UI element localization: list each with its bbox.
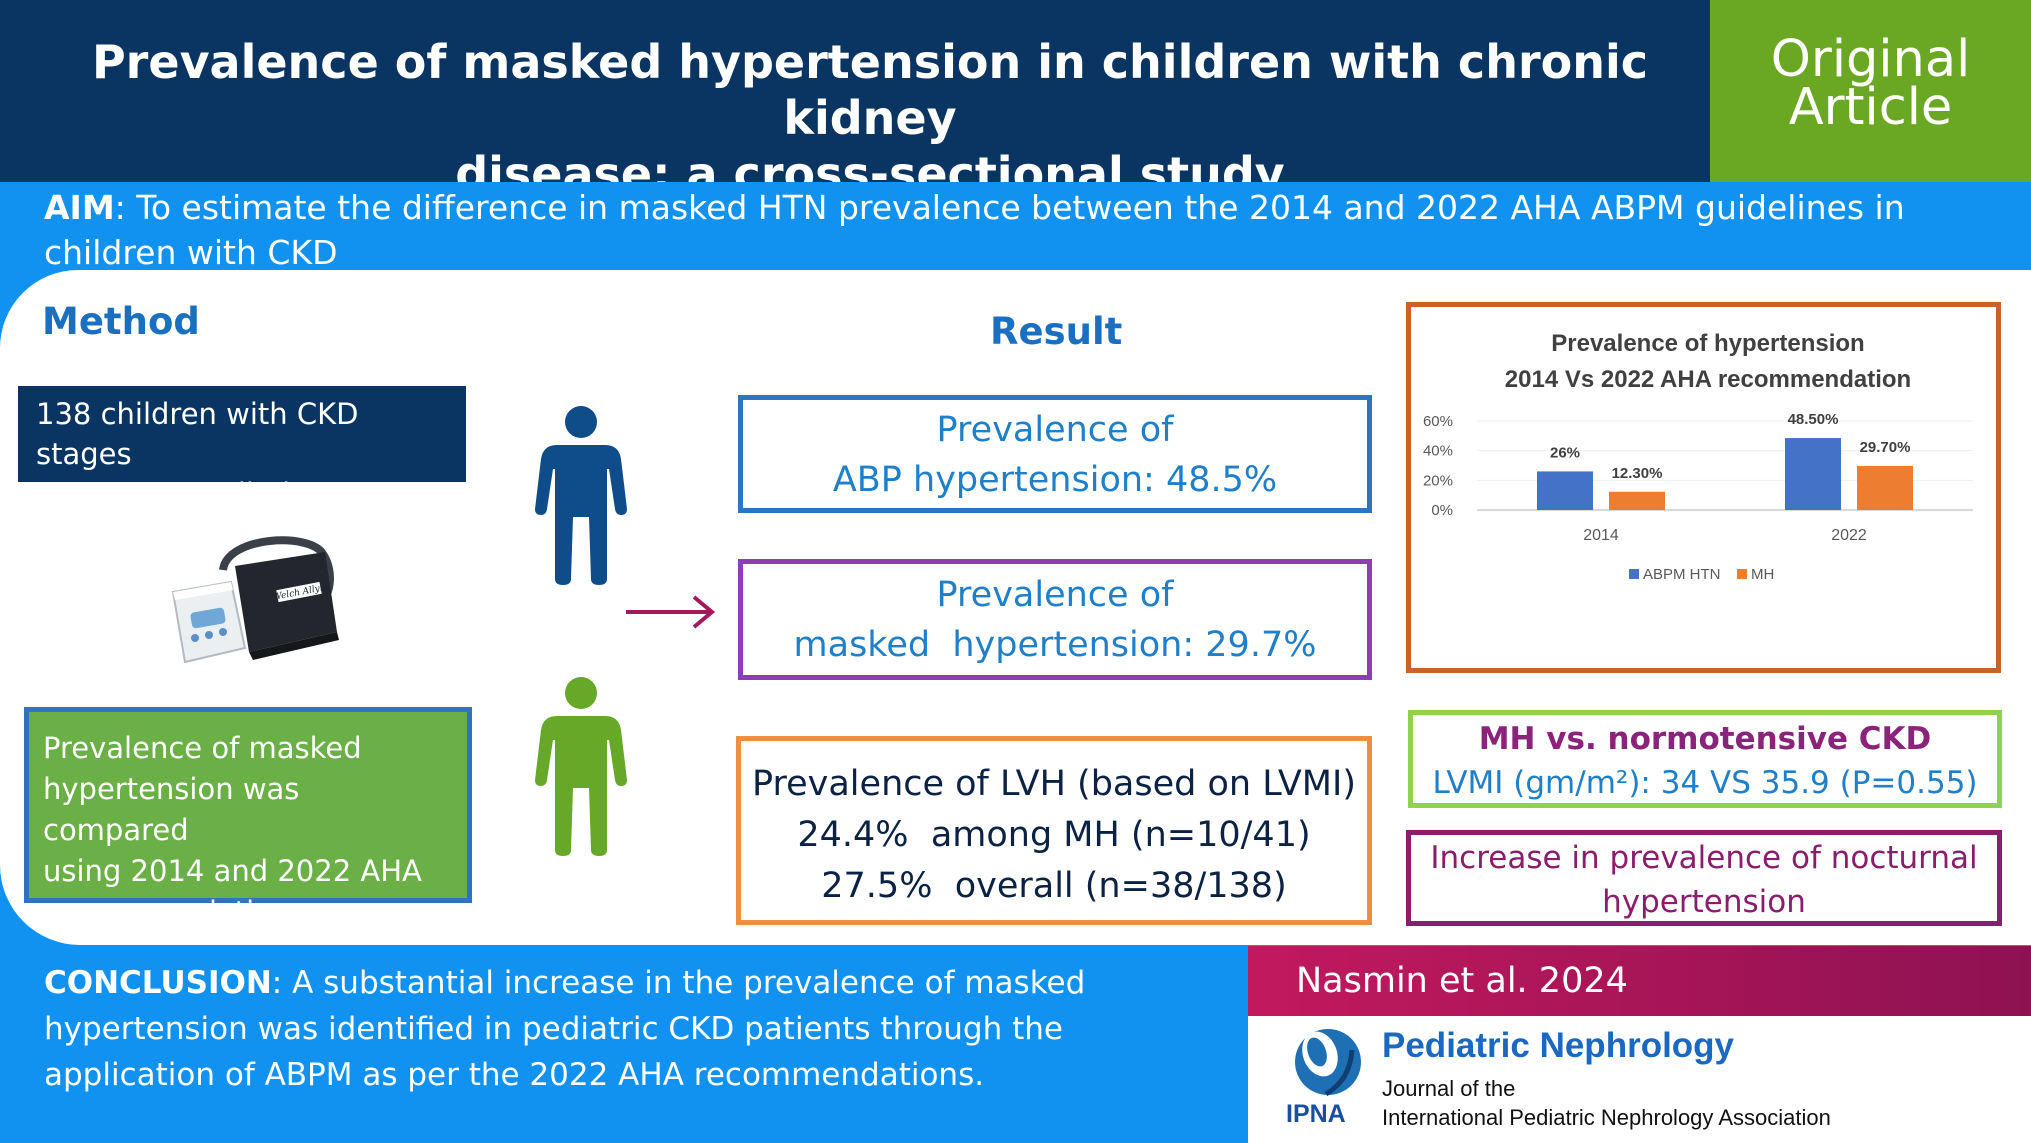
chart-title-line-1: Prevalence of hypertension <box>1551 330 1864 357</box>
bar-mh-2014 <box>1609 491 1665 510</box>
comparison-line-4: recommendations <box>43 895 306 929</box>
person-green-icon <box>535 677 627 856</box>
lvh-line-3: 27.5% overall (n=38/138) <box>821 866 1287 906</box>
lvmi-value: LVMI (gm/m²): 34 VS 35.9 (P=0.55) <box>1432 765 1978 801</box>
monitor-screen <box>190 607 226 629</box>
data-label: 26% <box>1550 444 1580 461</box>
mh-line-2: masked hypertension: 29.7% <box>793 625 1317 665</box>
lvh-line-1: Prevalence of LVH (based on LVMI) <box>752 764 1356 804</box>
comparison-line-2: hypertension was compared <box>43 772 300 847</box>
lvmi-title: MH vs. normotensive CKD <box>1478 721 1932 757</box>
legend-label: ABPM HTN <box>1643 566 1721 583</box>
legend-label: MH <box>1751 566 1774 583</box>
comparison-line-3: using 2014 and 2022 AHA <box>43 854 422 888</box>
chart-legend: ABPM HTN MH <box>1629 566 1774 583</box>
conclusion-statement: CONCLUSION: A substantial increase in th… <box>44 960 1224 1098</box>
y-tick-label: 60% <box>1423 413 1453 430</box>
lvmi-comparison-box: MH vs. normotensive CKD LVMI (gm/m²): 34… <box>1408 710 2002 808</box>
abp-line-2: ABP hypertension: 48.5% <box>832 460 1278 500</box>
journal-title: Pediatric Nephrology <box>1382 1026 1735 1065</box>
person-blue-icon <box>535 406 627 585</box>
arrow-right-icon <box>626 595 716 629</box>
chart-x-axis: 2014 2022 <box>1583 527 1867 544</box>
masked-hypertension-box: Prevalence of masked hypertension: 29.7% <box>738 559 1372 680</box>
chart-y-axis: 0% 20% 40% 60% <box>1423 413 1453 519</box>
nocturnal-line-2: hypertension <box>1602 884 1806 920</box>
comparison-line-1: Prevalence of masked <box>43 731 362 765</box>
data-label: 12.30% <box>1612 465 1663 482</box>
article-type-badge <box>1710 0 2031 182</box>
aim-label: AIM <box>44 188 115 227</box>
hypertension-chart: Prevalence of hypertension 2014 Vs 2022 … <box>1406 302 2001 673</box>
mh-line-1: Prevalence of <box>936 575 1174 615</box>
enrollment-line-2: 2-5 were enrolled <box>36 477 291 511</box>
chart-title-line-2: 2014 Vs 2022 AHA recommendation <box>1505 366 1911 393</box>
society-acronym: IPNA <box>1286 1100 1346 1128</box>
page-title: Prevalence of masked hypertension in chi… <box>60 34 1680 202</box>
abp-hypertension-box: Prevalence of ABP hypertension: 48.5% <box>738 395 1372 513</box>
y-tick-label: 20% <box>1423 472 1453 489</box>
author-band <box>1248 946 2031 1016</box>
journal-subtitle-line-1: Journal of the <box>1382 1076 1516 1101</box>
bar-abpm-htn-2022 <box>1785 438 1841 510</box>
badge-line-2: Article <box>1788 78 1953 137</box>
aim-statement: AIM: To estimate the difference in maske… <box>44 185 2019 275</box>
y-tick-label: 40% <box>1423 443 1453 460</box>
comparison-box: Prevalence of masked hypertension was co… <box>24 707 472 929</box>
conclusion-label: CONCLUSION <box>44 965 272 1001</box>
x-tick-label: 2022 <box>1831 527 1867 544</box>
y-tick-label: 0% <box>1431 502 1453 519</box>
journal-subtitle-line-2: International Pediatric Nephrology Assoc… <box>1382 1105 1831 1130</box>
chart-bars: 26% 12.30% 48.50% 29.70% <box>1537 411 1913 510</box>
bar-mh-2022 <box>1857 465 1913 510</box>
bp-cuff <box>235 552 337 652</box>
result-heading: Result <box>990 310 1123 353</box>
author-citation: Nasmin et al. 2024 <box>1296 961 1628 1001</box>
bar-abpm-htn-2014 <box>1537 471 1593 510</box>
data-label: 29.70% <box>1860 439 1911 456</box>
journal-subtitle: Journal of the International Pediatric N… <box>1382 1074 1831 1132</box>
abpm-device-icon: Welch Allyn <box>171 536 339 664</box>
enrollment-line-1: 138 children with CKD stages <box>36 397 359 471</box>
x-tick-label: 2014 <box>1583 527 1619 544</box>
chart-canvas: Prevalence of hypertension 2014 Vs 2022 … <box>1423 330 1973 583</box>
nocturnal-line-1: Increase in prevalence of nocturnal <box>1430 840 1978 876</box>
data-label: 48.50% <box>1788 411 1839 428</box>
lvh-line-2: 24.4% among MH (n=10/41) <box>797 815 1311 855</box>
method-heading: Method <box>42 300 200 343</box>
lvh-prevalence-box: Prevalence of LVH (based on LVMI) 24.4% … <box>736 736 1372 925</box>
aim-text: : To estimate the difference in masked H… <box>44 188 1905 272</box>
article-type-label: Original Article <box>1710 30 2031 137</box>
conclusion-text: : A substantial increase in the prevalen… <box>44 965 1086 1093</box>
nocturnal-hypertension-box: Increase in prevalence of nocturnal hype… <box>1406 830 2002 926</box>
legend-swatch <box>1737 569 1747 579</box>
device-brand-patch <box>276 581 322 603</box>
title-line-1: Prevalence of masked hypertension in chi… <box>91 35 1649 145</box>
header-band <box>0 0 1710 182</box>
badge-line-1: Original <box>1770 30 1971 89</box>
abp-line-1: Prevalence of <box>936 410 1174 450</box>
legend-swatch <box>1629 569 1639 579</box>
enrollment-box: 138 children with CKD stages 2-5 were en… <box>18 386 466 511</box>
journal-logo-icon <box>1295 1029 1361 1097</box>
journal-panel <box>1248 1016 2031 1143</box>
